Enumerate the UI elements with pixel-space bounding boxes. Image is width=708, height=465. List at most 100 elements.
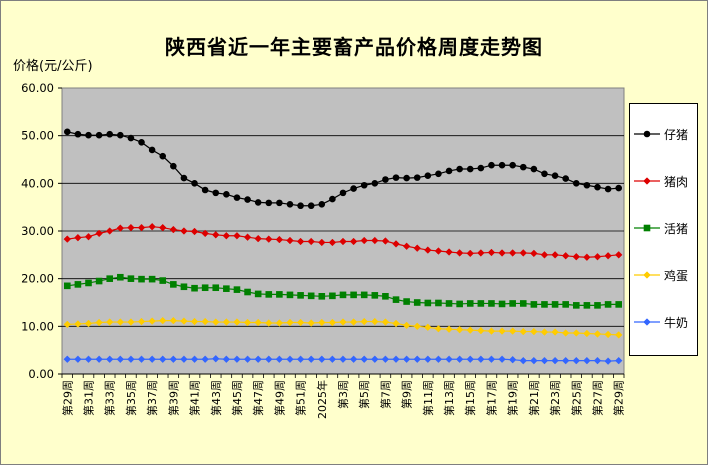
data-point (275, 319, 284, 327)
data-point (318, 318, 326, 327)
data-point (223, 190, 230, 198)
x-tick-label: 第29周 (60, 380, 74, 416)
data-point (297, 202, 304, 210)
legend-label: 猪肉 (664, 175, 689, 189)
data-point (105, 355, 114, 363)
data-point (63, 355, 72, 363)
data-point (402, 242, 411, 251)
x-tick-label: 第49周 (272, 380, 286, 416)
data-point (223, 285, 230, 292)
data-point (445, 248, 453, 256)
data-point (117, 273, 124, 281)
x-tick-label: 第31周 (82, 380, 96, 416)
legend-item: 猪肉 (630, 171, 697, 191)
data-point (275, 355, 284, 363)
legend-swatch (634, 224, 660, 232)
data-point (212, 354, 220, 363)
data-point (466, 249, 474, 258)
data-point (519, 163, 527, 171)
data-point (74, 281, 82, 288)
data-point (413, 299, 421, 306)
data-point (349, 355, 358, 363)
x-tick-label: 第41周 (188, 380, 202, 416)
data-point (180, 283, 188, 291)
data-point (328, 318, 337, 327)
data-point (572, 180, 580, 187)
data-point (180, 355, 188, 363)
data-point (296, 318, 305, 327)
data-point (434, 355, 443, 363)
data-point (498, 161, 506, 169)
data-point (445, 325, 453, 333)
data-point (201, 284, 209, 292)
data-point (318, 238, 326, 247)
x-tick-label: 第47周 (251, 380, 265, 416)
data-point (159, 152, 167, 160)
data-point (508, 327, 517, 335)
data-point (498, 249, 506, 257)
legend: 仔猪 猪肉 活猪 鸡蛋 牛奶 (629, 103, 698, 356)
data-point (403, 298, 410, 305)
data-point (572, 329, 581, 337)
data-point (360, 317, 368, 326)
data-point (508, 355, 517, 364)
data-point (402, 321, 411, 330)
data-point (466, 326, 474, 334)
data-point (244, 196, 251, 203)
data-point (583, 329, 591, 338)
series-3 (63, 316, 623, 339)
data-point (148, 317, 156, 325)
data-point (561, 252, 570, 260)
data-point (105, 318, 114, 326)
data-point (561, 329, 570, 337)
legend-marker (643, 271, 651, 279)
data-point (594, 183, 601, 191)
data-point (74, 320, 82, 328)
data-point (466, 355, 474, 363)
data-point (222, 318, 231, 326)
data-point (127, 134, 135, 142)
data-point (180, 174, 188, 182)
data-point (477, 355, 485, 363)
data-point (413, 322, 421, 331)
data-point (540, 328, 549, 336)
data-point (254, 355, 262, 363)
x-tick-label: 第11周 (421, 380, 435, 416)
data-point (350, 291, 357, 299)
data-point (106, 275, 114, 282)
data-point (413, 355, 421, 363)
data-point (339, 291, 347, 299)
data-point (540, 356, 549, 365)
chart-title: 陕西省近一年主要畜产品价格周度走势图 (165, 35, 543, 59)
data-point (509, 300, 516, 307)
legend-label: 仔猪 (664, 128, 689, 142)
data-point (593, 356, 602, 365)
data-point (254, 234, 262, 243)
data-point (158, 316, 167, 325)
data-point (180, 317, 188, 325)
x-tick-label: 第39周 (166, 380, 180, 416)
series-group (63, 128, 623, 365)
x-tick-label: 第19周 (506, 380, 520, 416)
data-point (286, 318, 294, 327)
data-point (84, 355, 93, 363)
data-point (381, 355, 390, 363)
x-tick-label: 第25周 (569, 380, 583, 416)
legend-swatch (634, 130, 660, 138)
data-point (456, 165, 463, 173)
legend-item: 牛奶 (630, 312, 697, 332)
data-point (307, 355, 315, 363)
data-point (170, 281, 177, 288)
data-point (159, 277, 167, 284)
legend-marker (643, 177, 651, 185)
data-point (572, 252, 581, 261)
x-axis: 第29周 第31周 第33周 第35周 第37周 第39周 第41周 第43周 第45周 第47周… (60, 373, 626, 419)
data-point (74, 233, 82, 242)
data-point (519, 327, 528, 336)
data-point (561, 356, 570, 365)
data-point (244, 288, 251, 296)
data-point (498, 300, 506, 308)
data-point (349, 237, 358, 246)
legend-label: 鸡蛋 (664, 269, 689, 283)
x-tick-label: 第51周 (294, 380, 308, 416)
